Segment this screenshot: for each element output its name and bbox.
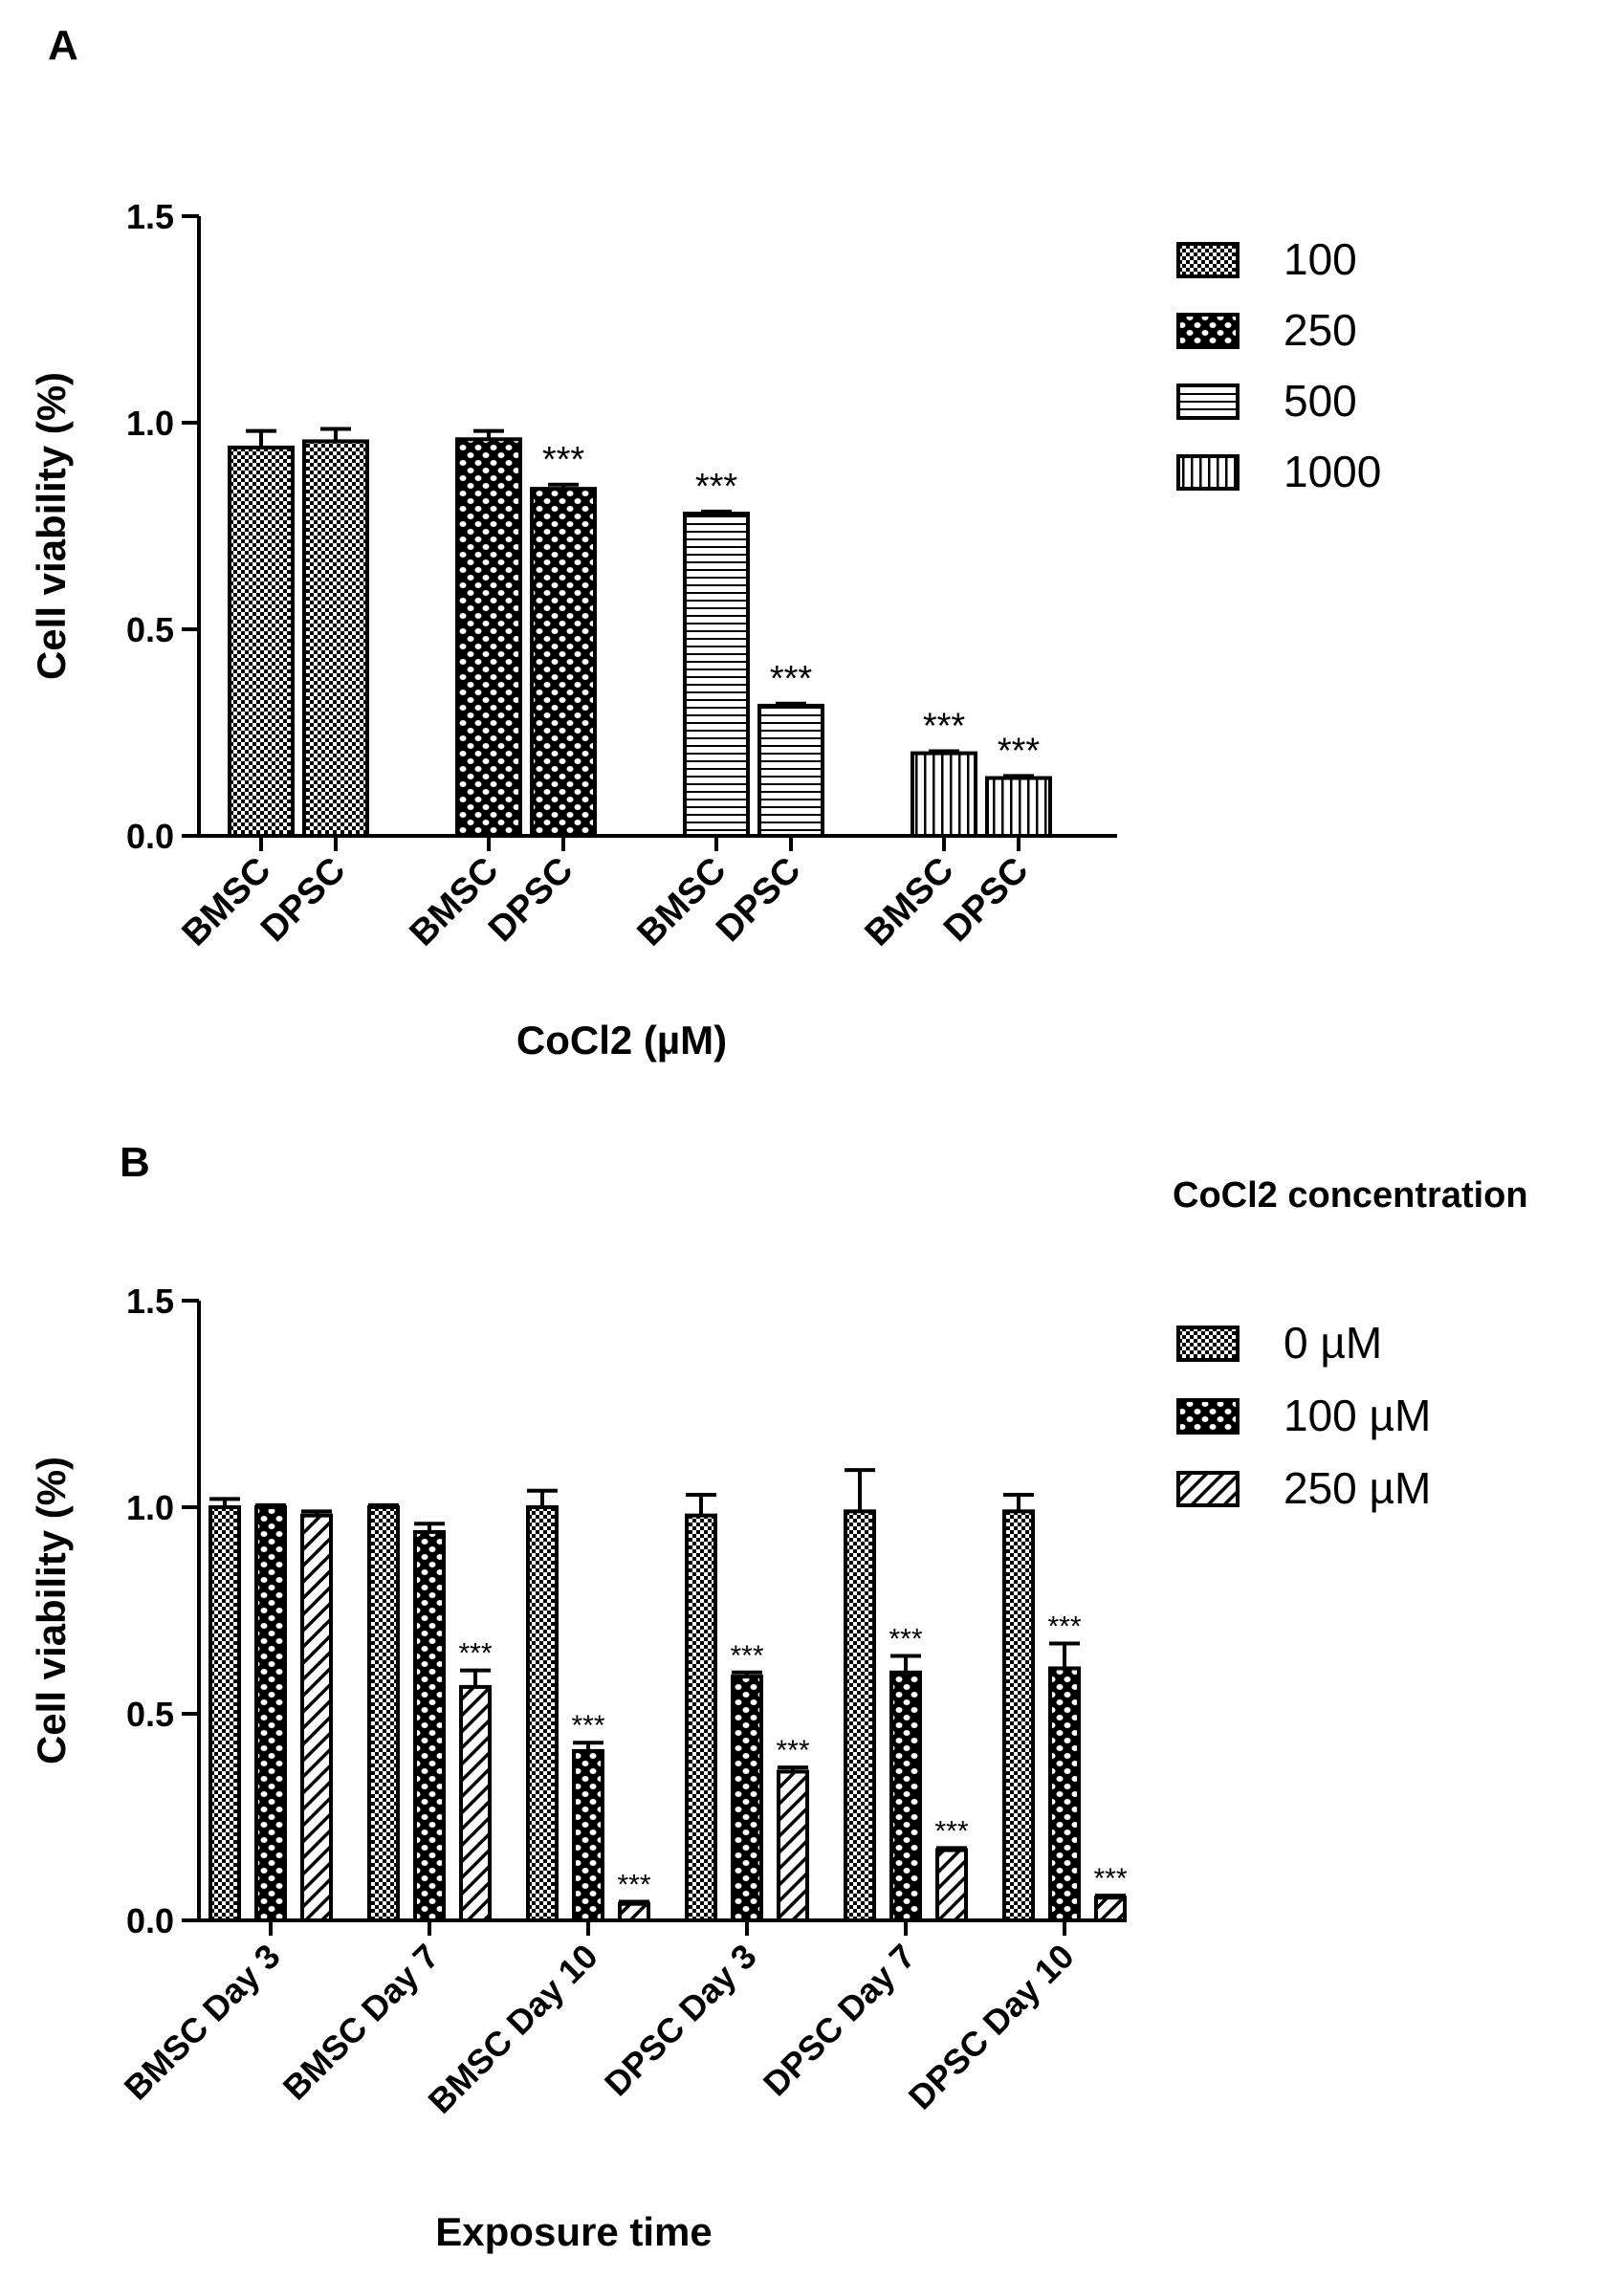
x-tick-label: BMSC <box>403 850 507 954</box>
x-tick-label: DPSC <box>709 850 808 950</box>
x-tick-label: BMSC <box>175 850 279 954</box>
bar <box>572 1748 604 1922</box>
bar <box>889 1670 922 1923</box>
bar <box>985 776 1052 839</box>
legend-label: 0 µM <box>1284 1318 1382 1368</box>
bar <box>1048 1666 1081 1922</box>
legend-label: 250 <box>1284 305 1357 355</box>
y-tick-label: 1.0 <box>126 1488 174 1527</box>
x-tick-label: DPSC <box>253 850 353 950</box>
y-axis-title: Cell viability (%) <box>29 372 74 680</box>
bar <box>254 1505 287 1922</box>
bar <box>911 751 977 838</box>
bar <box>367 1505 400 1922</box>
x-tick-label: BMSC Day 10 <box>421 1937 605 2121</box>
significance-marker: *** <box>571 1710 604 1742</box>
x-tick-label: DPSC Day 3 <box>597 1937 764 2104</box>
legend-title: CoCl2 concentration <box>1173 1175 1528 1216</box>
legend-label: 250 µM <box>1284 1463 1431 1513</box>
bar <box>683 512 750 838</box>
panel-label-b: B <box>120 1139 150 1186</box>
bar <box>455 437 522 838</box>
x-tick-label: DPSC Day 7 <box>756 1937 923 2104</box>
x-tick-label: BMSC Day 3 <box>117 1937 288 2108</box>
bar <box>757 703 824 838</box>
y-tick-label: 0.0 <box>126 817 174 856</box>
legend-label: 100 µM <box>1284 1391 1431 1440</box>
significance-marker: *** <box>1093 1863 1127 1895</box>
legend-label: 100 <box>1284 234 1357 284</box>
y-tick-label: 1.0 <box>126 404 174 443</box>
significance-marker: *** <box>458 1638 492 1670</box>
significance-marker: *** <box>770 659 813 699</box>
significance-marker: *** <box>889 1624 922 1655</box>
legend-swatch <box>1176 1326 1240 1362</box>
bar <box>1094 1896 1127 1922</box>
y-tick-label: 1.5 <box>126 197 174 236</box>
legend-swatch <box>1176 1471 1240 1507</box>
significance-marker: *** <box>776 1735 809 1766</box>
bar <box>844 1509 876 1922</box>
x-tick-label: DPSC <box>936 850 1036 950</box>
x-tick-label: BMSC <box>858 850 962 954</box>
bar <box>530 487 597 838</box>
chart-b: 0.0 0.5 1.0 1.5 Cell viability (%) BMSC Day 3… <box>29 1175 1528 2254</box>
legend-label: 1000 <box>1284 447 1381 496</box>
bar <box>526 1505 559 1922</box>
bar <box>935 1848 968 1923</box>
significance-marker: *** <box>934 1815 968 1847</box>
panel-label-a: A <box>48 22 78 69</box>
bar <box>777 1769 809 1922</box>
legend-swatch <box>1176 313 1240 349</box>
bar <box>731 1675 763 1922</box>
bar <box>228 445 295 838</box>
significance-marker: *** <box>542 440 585 480</box>
significance-marker: *** <box>730 1640 763 1672</box>
legend-label: 500 <box>1284 376 1357 426</box>
y-axis-title: Cell viability (%) <box>29 1457 74 1764</box>
y-tick-label: 1.5 <box>126 1282 174 1321</box>
x-tick-label: DPSC <box>481 850 581 950</box>
bar <box>302 439 369 838</box>
x-tick-label: BMSC <box>630 850 735 954</box>
x-tick-label: DPSC Day 10 <box>901 1937 1082 2117</box>
significance-marker: *** <box>695 467 738 507</box>
y-tick-label: 0.0 <box>126 1901 174 1940</box>
x-axis-title: CoCl2 (µM) <box>516 1018 727 1063</box>
bar <box>1002 1509 1035 1922</box>
x-axis-title: Exposure time <box>435 2209 712 2254</box>
legend-swatch <box>1176 454 1240 491</box>
y-tick-label: 0.5 <box>126 1695 174 1734</box>
y-tick-label: 0.5 <box>126 610 174 649</box>
legend-swatch <box>1176 242 1240 278</box>
bar <box>413 1529 446 1923</box>
legend-swatch <box>1176 1398 1240 1435</box>
significance-marker: *** <box>617 1870 650 1901</box>
bar <box>300 1513 333 1922</box>
x-tick-label: BMSC Day 7 <box>275 1937 447 2108</box>
bar <box>685 1513 717 1922</box>
significance-marker: *** <box>1047 1611 1081 1643</box>
bar <box>618 1901 650 1922</box>
bar <box>459 1684 492 1923</box>
significance-marker: *** <box>923 706 966 746</box>
significance-marker: *** <box>998 731 1041 771</box>
bar <box>208 1505 241 1922</box>
legend-swatch <box>1176 383 1240 420</box>
